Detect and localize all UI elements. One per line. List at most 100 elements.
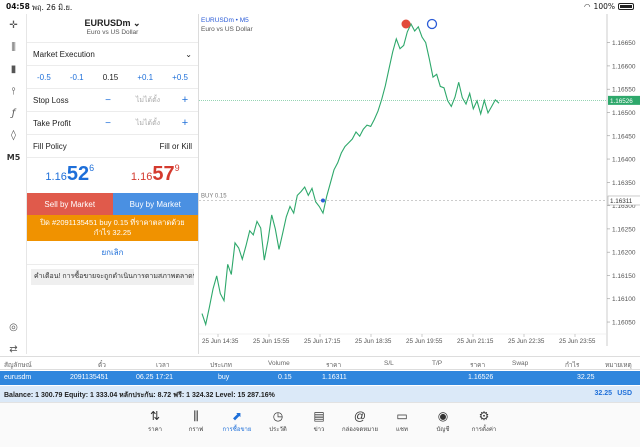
trade-level-icon [426, 18, 438, 30]
one-click-icon [401, 19, 411, 29]
nav-history[interactable]: ◷ ประวัติ [258, 409, 298, 434]
take-profit-plus-button[interactable]: + [181, 117, 189, 129]
position-line-label: BUY 0.15 [201, 193, 227, 199]
close-position-button[interactable]: ปิด #2091135451 buy 0.15 ที่ราคาตลาดด้วย… [27, 215, 198, 241]
trade-icon[interactable]: ⇄ [9, 343, 18, 355]
price-tick-label: 1.16550 [612, 87, 636, 94]
nav-label: ข่าว [313, 427, 325, 433]
timeframe-button[interactable]: M5 [6, 152, 21, 162]
close-position-label: ปิด #2091135451 buy 0.15 ที่ราคาตลาดด้วย [40, 218, 185, 227]
symbol-name[interactable]: EURUSDm [84, 18, 131, 28]
col-swap: Swap [512, 360, 529, 367]
price-tick-label: 1.16400 [612, 157, 636, 164]
row-price: 1.16311 [322, 374, 347, 381]
bid-prefix: 1.16 [45, 171, 67, 183]
row-time: 06.25 17:21 [136, 374, 173, 381]
nav-trade[interactable]: ⬈ การซื้อขาย [217, 409, 257, 434]
account-icon: ◉ [437, 409, 449, 423]
chevron-down-icon[interactable]: ⌄ [132, 18, 141, 28]
price-tick-label: 1.16500 [612, 110, 636, 117]
take-profit-label: Take Profit [33, 118, 71, 128]
row-ticket: 2091135451 [70, 374, 109, 381]
time-tick-label: 25 Jun 21:15 [457, 338, 494, 345]
ask-prefix: 1.16 [130, 171, 153, 183]
gear-icon: ⚙ [478, 409, 490, 423]
bottom-nav: ⇅ ราคา ⫼ กราฟ ⬈ การซื้อขาย ◷ ประวัติ ▤ ข่าว @… [0, 402, 640, 447]
bid-tag [608, 95, 640, 105]
col-sl: S/L [384, 360, 394, 367]
fill-policy-row[interactable]: Fill Policy Fill or Kill [27, 134, 198, 157]
trade-chart-icon: ⬈ [231, 409, 243, 423]
history-icon: ◷ [272, 409, 284, 423]
nav-label: การตั้งค่า [471, 427, 497, 433]
candlestick-icon[interactable]: ⫼ [11, 41, 16, 53]
volume-minus-05[interactable]: -0.5 [37, 72, 51, 82]
objects-icon[interactable]: ◊ [11, 129, 16, 141]
status-right: ◠ 100% [584, 2, 634, 11]
bid-big: 52 [66, 163, 90, 185]
bid-sup: 6 [89, 163, 95, 173]
volume-plus-01[interactable]: +0.1 [137, 72, 154, 82]
fill-policy-value[interactable]: Fill or Kill [159, 141, 192, 151]
stop-loss-input[interactable]: ไม่ได้ตั้ง [135, 96, 161, 104]
function-icon[interactable]: ƒ [11, 107, 16, 119]
time-tick-label: 25 Jun 19:55 [406, 338, 443, 345]
nav-news[interactable]: ▤ ข่าว [299, 409, 339, 434]
symbol-header[interactable]: EURUSDm ⌄ Euro vs US Dollar [27, 14, 198, 42]
nav-label: บัญชี [436, 427, 450, 433]
crosshair-icon[interactable]: ✛ [9, 19, 18, 31]
price-tick-label: 1.16450 [612, 133, 636, 140]
volume-minus-01[interactable]: -0.1 [69, 72, 84, 82]
col-time: เวลา [156, 362, 170, 369]
volume-value[interactable]: 0.15 [102, 72, 119, 82]
indicators-icon[interactable]: ⫯ [11, 85, 16, 97]
col-current: ราคา [470, 362, 486, 369]
col-type: ประเภท [210, 362, 232, 369]
bar-chart-icon[interactable]: ▮ [10, 63, 17, 75]
order-panel: EURUSDm ⌄ Euro vs US Dollar Market Execu… [27, 14, 199, 354]
total-profit: 32.25 [594, 390, 612, 397]
take-profit-minus-button[interactable]: − [105, 117, 111, 129]
table-row[interactable]: eurusdm 2091135451 06.25 17:21 buy 0.15 … [0, 371, 640, 385]
price-tick-label: 1.16650 [612, 40, 636, 47]
nav-settings[interactable]: ⚙ การตั้งค่า [464, 409, 504, 434]
take-profit-input[interactable]: ไม่ได้ตั้ง [135, 119, 161, 127]
chevron-down-icon[interactable]: ⌄ [185, 49, 192, 59]
fill-policy-label: Fill Policy [33, 141, 67, 151]
nav-mailbox[interactable]: @ กล่องจดหมาย [340, 409, 380, 434]
nav-chat[interactable]: ▭ แชท [382, 409, 422, 434]
stop-loss-plus-button[interactable]: + [181, 94, 189, 106]
col-price: ราคา [326, 362, 342, 369]
price-tick-label: 1.16600 [612, 63, 636, 70]
ask-big: 57 [152, 163, 175, 185]
order-type-select[interactable]: Market Execution ⌄ [27, 42, 198, 65]
buy-by-market-button[interactable]: Buy by Market [112, 193, 198, 215]
wifi-icon: ◠ [584, 2, 591, 11]
nav-charts[interactable]: ⫼ กราฟ [176, 409, 216, 434]
time-tick-label: 25 Jun 17:15 [304, 338, 341, 345]
time-tick-label: 25 Jun 18:35 [355, 338, 392, 345]
search-icon[interactable]: ◎ [9, 321, 18, 333]
clock: 04:58 [6, 2, 30, 11]
time-tick-label: 25 Jun 22:35 [508, 338, 545, 345]
price-tick-label: 1.16250 [612, 226, 636, 233]
nav-label: กล่องจดหมาย [341, 427, 379, 433]
row-current: 1.16526 [468, 374, 494, 381]
battery-icon [618, 3, 634, 10]
row-type: buy [218, 374, 230, 381]
chart-area[interactable]: EURUSDm • M5 Euro vs US Dollar 1.16650 1.… [199, 14, 640, 355]
time-tick-label: 25 Jun 23:55 [559, 338, 596, 345]
nav-label: แชท [396, 427, 408, 433]
bid-tag-label: 1.16526 [610, 98, 633, 105]
price-chart[interactable]: EURUSDm • M5 Euro vs US Dollar 1.16650 1.… [199, 14, 640, 355]
volume-plus-05[interactable]: +0.5 [172, 72, 188, 82]
entry-dot [321, 198, 325, 203]
nav-account[interactable]: ◉ บัญชี [423, 409, 463, 434]
nav-quotes[interactable]: ⇅ ราคา [135, 409, 175, 434]
warning-text: คำเตือน! การซื้อขายจะถูกดำเนินการตามสภาพ… [31, 269, 194, 285]
price-tick-label: 1.16100 [612, 296, 636, 303]
entry-tag [607, 195, 640, 206]
cancel-button[interactable]: ยกเลิก [27, 241, 198, 265]
stop-loss-minus-button[interactable]: − [105, 94, 111, 106]
sell-by-market-button[interactable]: Sell by Market [27, 193, 113, 215]
